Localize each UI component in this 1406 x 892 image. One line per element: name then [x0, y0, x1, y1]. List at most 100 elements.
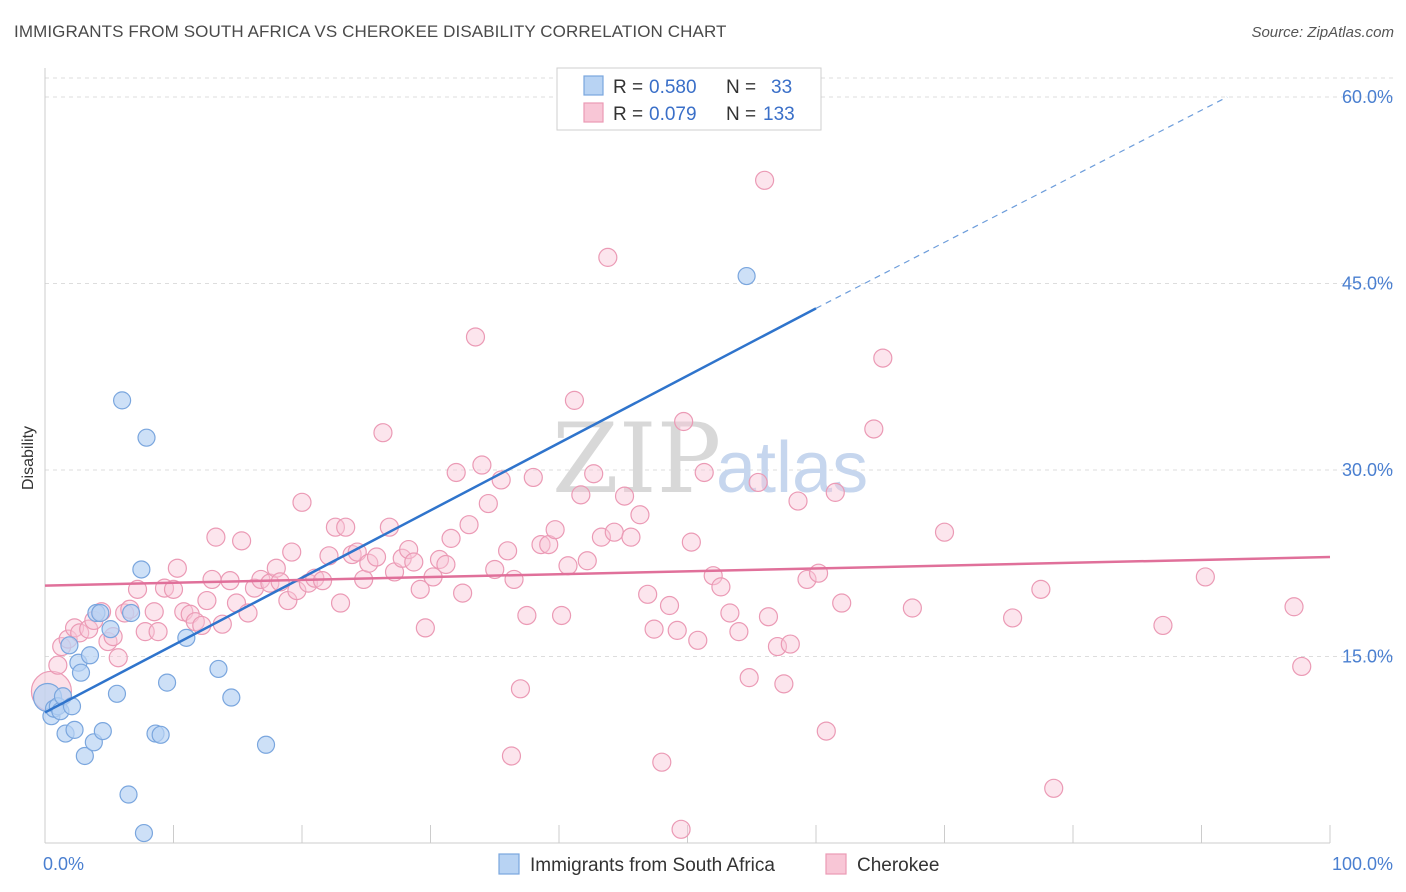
cherokee-point: [399, 539, 419, 560]
bottom-legend-swatch-pink: [825, 853, 847, 875]
bottom-legend-label-blue: Immigrants from South Africa: [530, 855, 775, 876]
south-africa-point: [121, 603, 141, 623]
cherokee-point: [197, 590, 217, 611]
cherokee-point: [292, 492, 312, 512]
south-africa-point: [101, 620, 120, 639]
cherokee-point: [167, 558, 187, 578]
south-africa-point: [134, 823, 154, 843]
cherokee-point: [797, 569, 817, 590]
legend: R = 0.580 N = 33 R = 0.079 N = 133: [556, 67, 822, 131]
legend-r-value-pink: 0.079: [649, 104, 697, 125]
cherokee-point: [558, 556, 578, 576]
cherokee-point: [598, 247, 618, 267]
y-tick-label-60: 60.0%: [1342, 87, 1393, 107]
cherokee-point: [465, 327, 486, 347]
cherokee-point: [441, 528, 461, 548]
legend-n-value-pink: 133: [763, 104, 795, 125]
cherokee-point: [498, 541, 518, 561]
cherokee-point: [577, 551, 597, 571]
legend-r-value-blue: 0.580: [649, 77, 697, 98]
cherokee-point: [674, 411, 694, 432]
cherokee-point: [652, 752, 672, 772]
cherokee-point: [517, 605, 537, 626]
cherokee-point: [1195, 567, 1215, 587]
cherokee-point: [748, 472, 768, 493]
cherokee-point: [711, 577, 731, 597]
cherokee-point: [436, 554, 456, 575]
cherokee-point: [873, 348, 893, 368]
cherokee-point: [754, 170, 775, 190]
south-africa-trend-line: [44, 307, 817, 714]
cherokee-point: [694, 462, 714, 483]
legend-swatch-pink: [583, 102, 604, 123]
cherokee-point: [1292, 656, 1312, 677]
cherokee-point: [604, 522, 624, 542]
cherokee-point: [429, 549, 450, 570]
cherokee-point: [1153, 615, 1173, 636]
cherokee-point: [591, 527, 612, 547]
cherokee-point: [108, 648, 128, 668]
cherokee-point: [325, 517, 346, 537]
cherokee-point: [1284, 597, 1304, 617]
south-africa-point: [107, 684, 127, 703]
cherokee-point: [720, 603, 740, 623]
south-africa-point: [132, 560, 151, 579]
cherokee-point: [780, 634, 800, 654]
south-africa-point: [80, 646, 100, 665]
cherokee-point: [808, 563, 829, 583]
cherokee-point: [638, 584, 658, 604]
legend-n-label-pink: N =: [726, 104, 756, 125]
cherokee-point: [282, 542, 302, 562]
cherokee-point: [319, 546, 339, 566]
cherokee-point: [404, 552, 424, 572]
cherokee-point: [379, 517, 399, 537]
south-africa-point: [737, 266, 756, 286]
cherokee-point: [485, 559, 505, 580]
y-tick-label-15: 15.0%: [1342, 647, 1393, 667]
cherokee-point: [729, 622, 749, 642]
cherokee-point: [614, 486, 635, 506]
cherokee-point: [825, 482, 845, 502]
chart-source: Source: ZipAtlas.com: [1251, 24, 1394, 41]
x-tick-label-max: 100.0%: [1332, 854, 1393, 874]
cherokee-point: [144, 602, 164, 622]
cherokee-point: [788, 491, 808, 511]
cherokee-point: [330, 593, 351, 613]
south-africa-point: [137, 428, 156, 447]
south-africa-point: [112, 391, 132, 410]
south-africa-points: [32, 266, 756, 843]
chart-title: IMMIGRANTS FROM SOUTH AFRICA VS CHEROKEE…: [14, 22, 727, 41]
y-tick-label-30: 30.0%: [1342, 460, 1393, 480]
cherokee-point: [478, 493, 498, 514]
cherokee-point: [415, 618, 435, 638]
cherokee-point: [48, 655, 68, 675]
cherokee-point: [667, 620, 687, 640]
legend-n-label-blue: N =: [726, 77, 756, 98]
cherokee-point: [774, 674, 794, 694]
cherokee-trend-line: [44, 555, 1331, 587]
cherokee-point: [523, 467, 543, 488]
cherokee-point: [1031, 579, 1051, 599]
bottom-legend: Immigrants from South Africa Cherokee: [498, 853, 939, 876]
cherokee-point: [510, 679, 531, 699]
south-africa-point: [71, 663, 91, 682]
cherokee-point: [630, 505, 650, 525]
cherokee-point: [163, 579, 184, 599]
south-africa-point: [256, 735, 276, 754]
cherokee-point: [501, 746, 522, 766]
cherokee-point: [902, 598, 922, 618]
cherokee-point: [739, 668, 759, 688]
cherokee-point: [410, 579, 430, 599]
cherokee-point: [1044, 778, 1064, 798]
cherokee-point: [934, 522, 955, 542]
cherokee-point: [644, 619, 664, 639]
south-africa-point: [93, 721, 112, 741]
cherokee-point: [816, 721, 836, 741]
south-africa-point: [119, 785, 138, 804]
cherokee-point: [1003, 608, 1023, 628]
legend-swatch-blue: [583, 75, 604, 96]
cherokee-point: [671, 819, 691, 839]
cherokee-point: [832, 593, 852, 613]
south-africa-point: [60, 636, 79, 655]
